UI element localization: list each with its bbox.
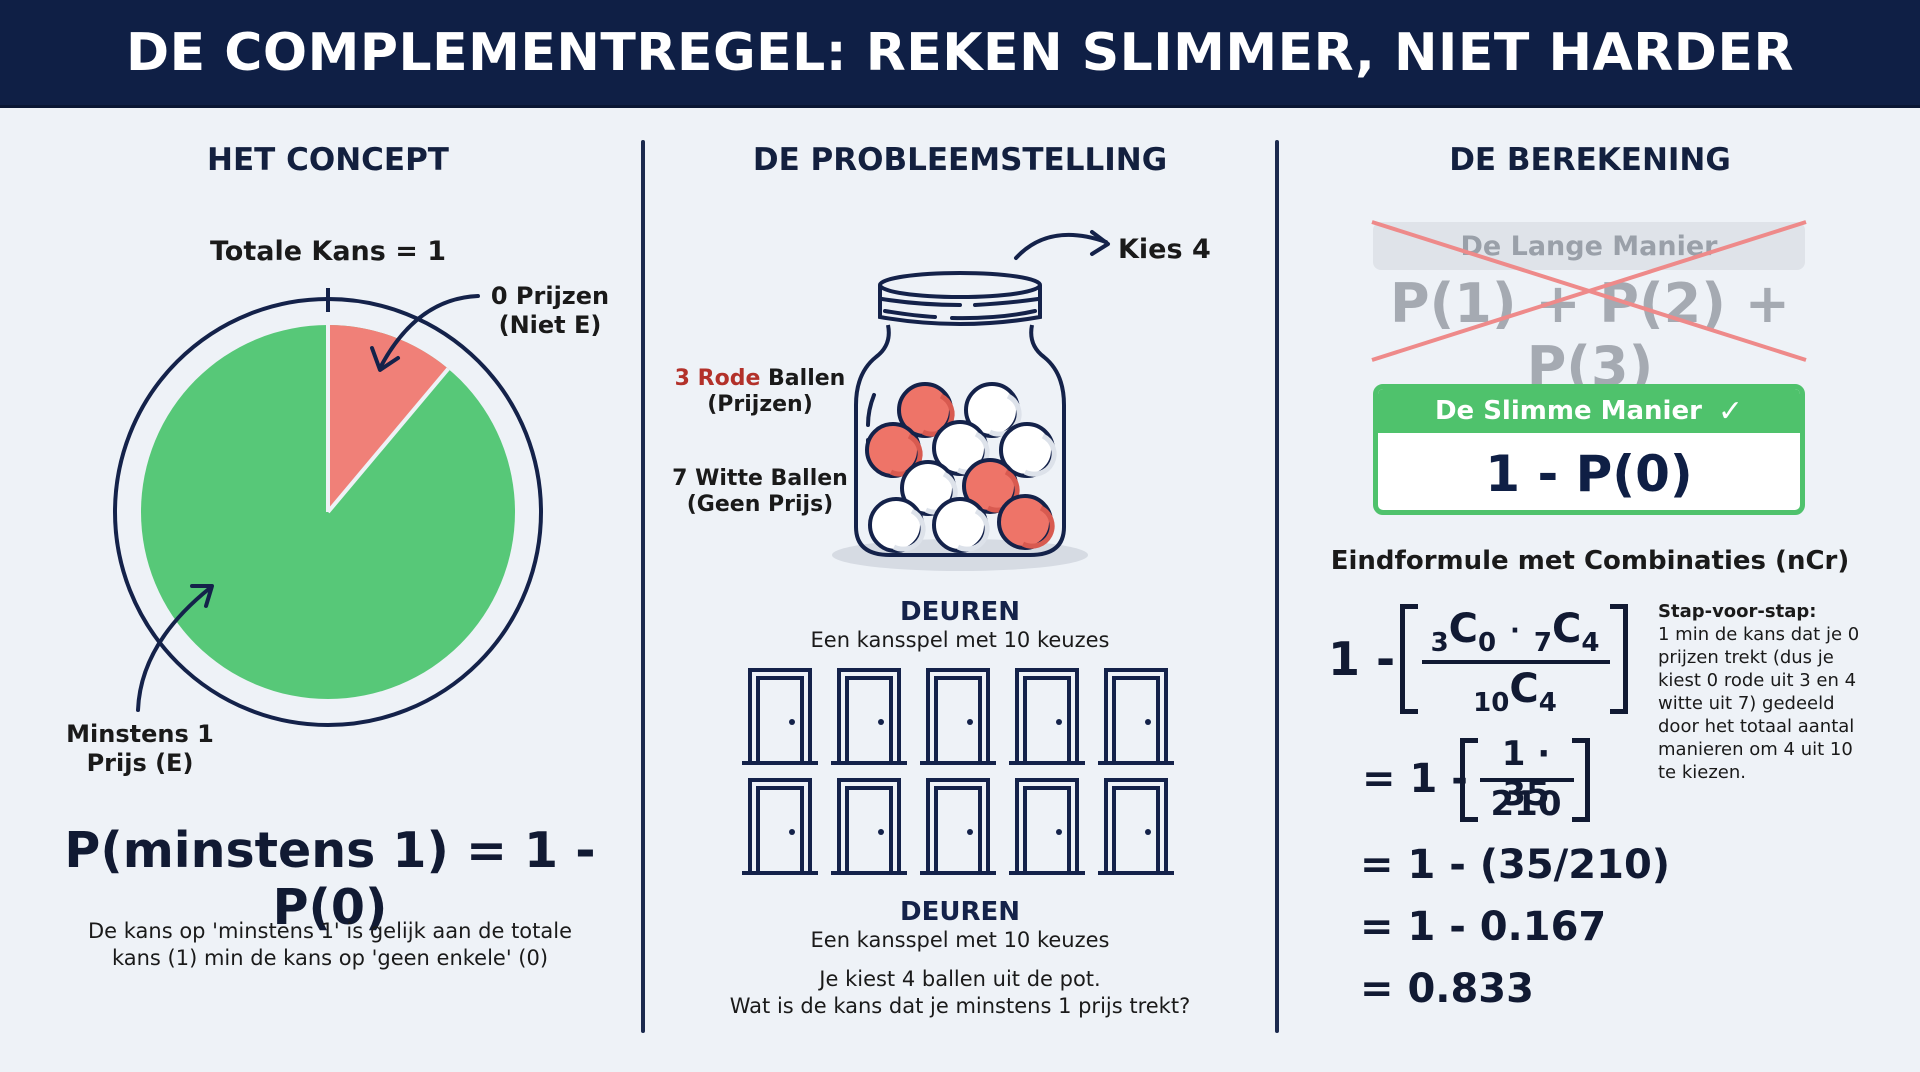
door-icon (920, 778, 996, 875)
doors-grid (742, 668, 1174, 875)
step4: = 1 - 0.167 (1360, 904, 1607, 950)
step1-prefix: 1 - (1328, 632, 1396, 686)
step1-fraction-line (1422, 660, 1610, 664)
step-by-step-note: Stap-voor-stap: 1 min de kans dat je 0 p… (1658, 600, 1898, 784)
door-icon (920, 668, 996, 765)
zero-prizes-label: 0 Prijzen (Niet E) (490, 282, 610, 339)
pick-four-label: Kies 4 (1118, 234, 1211, 265)
step2-bracket-left (1460, 738, 1478, 822)
total-probability-label: Totale Kans = 1 (209, 236, 447, 267)
step1-bracket-right (1610, 604, 1628, 714)
checkmark-icon: ✓ (1717, 393, 1744, 429)
complement-formula: P(minstens 1) = 1 - P(0) (64, 822, 596, 936)
smart-way-formula: 1 - P(0) (1485, 445, 1693, 503)
step2-denominator: 210 (1490, 784, 1562, 824)
jar-icon (832, 271, 1088, 571)
concept-description: De kans op 'minstens 1' is gelijk aan de… (87, 919, 573, 971)
doors-subtitle-1: Een kansspel met 10 keuzes (810, 628, 1110, 652)
red-count: 3 Rode (674, 366, 761, 391)
step-note-title: Stap-voor-stap: (1658, 601, 1817, 622)
arrow-zero-prizes-icon (378, 294, 480, 370)
doors-heading-1: DEUREN (900, 597, 1020, 627)
step2-prefix: = 1 - (1362, 756, 1468, 802)
door-icon (1009, 778, 1085, 875)
page-title: DE COMPLEMENTREGEL: REKEN SLIMMER, NIET … (125, 22, 1795, 83)
calculation-title: DE BEREKENING (1449, 142, 1731, 178)
title-banner: DE COMPLEMENTREGEL: REKEN SLIMMER, NIET … (0, 0, 1920, 108)
doors-subtitle-2: Een kansspel met 10 keuzes (810, 928, 1110, 952)
door-icon (1098, 778, 1174, 875)
step1-numerator: 3C0 · 7C4 (1430, 606, 1600, 658)
pick-arrow-icon (1014, 230, 1110, 260)
pie-slice-zero-prizes (328, 325, 449, 512)
final-formula-heading: Eindformule met Combinaties (nCr) (1330, 546, 1850, 576)
smart-way-label: De Slimme Manier (1434, 396, 1702, 426)
door-icon (742, 668, 818, 765)
problem-title: DE PROBLEEMSTELLING (752, 142, 1168, 178)
pie-chart (113, 288, 543, 727)
step2-fraction-line (1480, 778, 1574, 782)
step1-bracket-left (1400, 604, 1418, 714)
column-divider-2 (1275, 140, 1279, 1033)
step1-denominator: 10C4 (1473, 666, 1557, 718)
long-way-label: De Lange Manier (1460, 230, 1718, 262)
concept-title: HET CONCEPT (207, 142, 449, 178)
atleast-one-label: Minstens 1 Prijs (E) (66, 720, 214, 777)
smart-way-header: De Slimme Manier ✓ (1378, 389, 1800, 433)
door-icon (831, 668, 907, 765)
step5-result: = 0.833 (1360, 966, 1534, 1012)
problem-question: Je kiest 4 ballen uit de pot. Wat is de … (729, 967, 1191, 1019)
arrow-atleast-one-icon (136, 586, 212, 712)
white-balls-label: 7 Witte Ballen (Geen Prijs) (672, 466, 848, 518)
smart-way-box: De Slimme Manier ✓ 1 - P(0) (1373, 384, 1805, 515)
strike-x-icon (1371, 220, 1807, 362)
step3: = 1 - (35/210) (1360, 842, 1671, 888)
door-icon (742, 778, 818, 875)
column-divider-1 (641, 140, 645, 1033)
step2-numerator: 1 · 35 (1501, 734, 1551, 814)
step2-bracket-right (1572, 738, 1590, 822)
doors-heading-2: DEUREN (900, 897, 1020, 927)
door-icon (1009, 668, 1085, 765)
red-balls-label: 3 Rode Ballen (Prijzen) (674, 366, 846, 418)
door-icon (1098, 668, 1174, 765)
door-icon (831, 778, 907, 875)
